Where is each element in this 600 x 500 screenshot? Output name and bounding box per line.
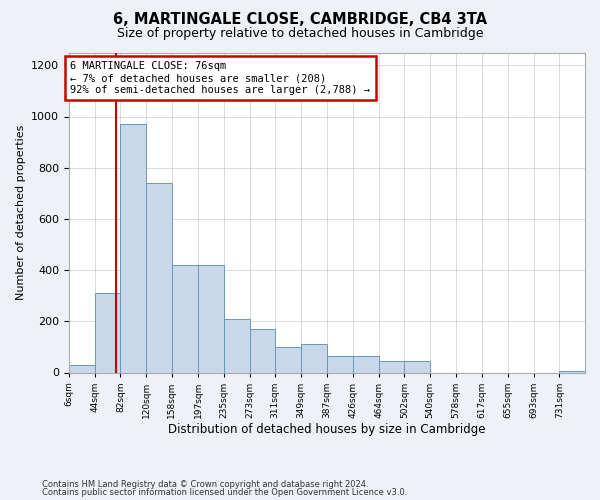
Y-axis label: Number of detached properties: Number of detached properties (16, 125, 26, 300)
Bar (379, 361, 404, 372)
Text: Size of property relative to detached houses in Cambridge: Size of property relative to detached ho… (117, 28, 483, 40)
Bar (326, 356, 353, 372)
Bar (559, 371, 585, 372)
Bar (198, 265, 224, 372)
Bar (146, 183, 172, 372)
Text: 6, MARTINGALE CLOSE, CAMBRIDGE, CB4 3TA: 6, MARTINGALE CLOSE, CAMBRIDGE, CB4 3TA (113, 12, 487, 28)
Bar (275, 347, 301, 372)
Bar (224, 318, 250, 372)
Bar (172, 265, 198, 372)
Bar (250, 329, 275, 372)
Text: Contains HM Land Registry data © Crown copyright and database right 2024.: Contains HM Land Registry data © Crown c… (42, 480, 368, 489)
Bar (404, 361, 430, 372)
Bar (301, 344, 326, 372)
Bar (121, 124, 146, 372)
Text: Contains public sector information licensed under the Open Government Licence v3: Contains public sector information licen… (42, 488, 407, 497)
X-axis label: Distribution of detached houses by size in Cambridge: Distribution of detached houses by size … (168, 424, 486, 436)
Bar (95, 293, 121, 372)
Bar (353, 356, 379, 372)
Bar (69, 365, 95, 372)
Text: 6 MARTINGALE CLOSE: 76sqm
← 7% of detached houses are smaller (208)
92% of semi-: 6 MARTINGALE CLOSE: 76sqm ← 7% of detach… (70, 62, 370, 94)
